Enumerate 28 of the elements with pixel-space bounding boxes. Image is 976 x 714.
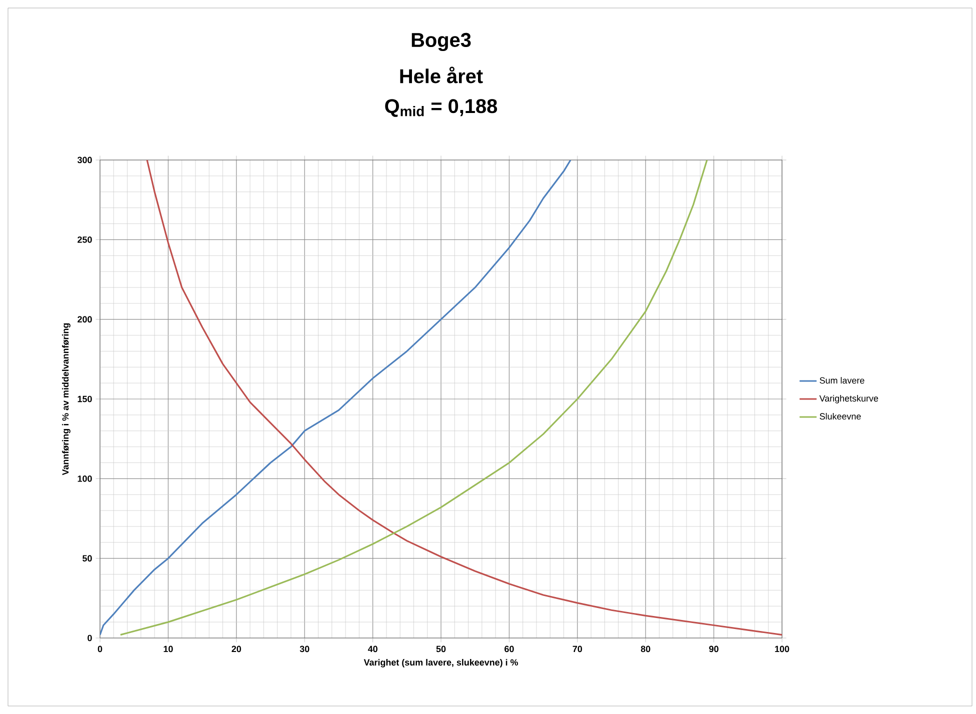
x-tick-label: 30 [300, 646, 310, 652]
line-series [120, 160, 708, 636]
x-tick-label: 50 [436, 646, 446, 652]
x-tick-label: 60 [504, 646, 514, 652]
y-tick-label: 150 [78, 396, 92, 402]
x-tick-label: 40 [368, 646, 378, 652]
y-tick-label: 50 [82, 555, 92, 562]
y-axis-title: Vannføring i % av middelvannføring [62, 323, 70, 476]
x-tick-label: 100 [775, 646, 790, 652]
x-tick-label: 10 [164, 646, 173, 652]
y-tick-label: 100 [78, 475, 92, 482]
y-tick-label: 0 [88, 634, 92, 642]
legend-label: Slukeevne [820, 412, 861, 420]
y-tick-label: 200 [78, 316, 92, 323]
legend-label: Varighetskurve [819, 395, 878, 404]
legend-label: Sum lavere [820, 377, 864, 384]
x-tick-label: 80 [640, 646, 650, 652]
y-tick-label: 250 [78, 236, 92, 243]
x-tick-label: 20 [232, 646, 242, 652]
x-tick-label: 70 [572, 646, 582, 652]
chart-title: Boge3 [412, 32, 471, 52]
line-series [100, 160, 572, 636]
x-tick-label: 90 [709, 646, 718, 652]
x-axis-title: Varighet (sum lavere, slukeevne) i % [364, 658, 518, 668]
chart-subtitle: Hele året [400, 66, 483, 84]
text: Q$_{mid}$ = 0,188 [385, 99, 498, 117]
x-tick-label: 0 [98, 646, 102, 652]
y-tick-label: 300 [77, 156, 92, 164]
